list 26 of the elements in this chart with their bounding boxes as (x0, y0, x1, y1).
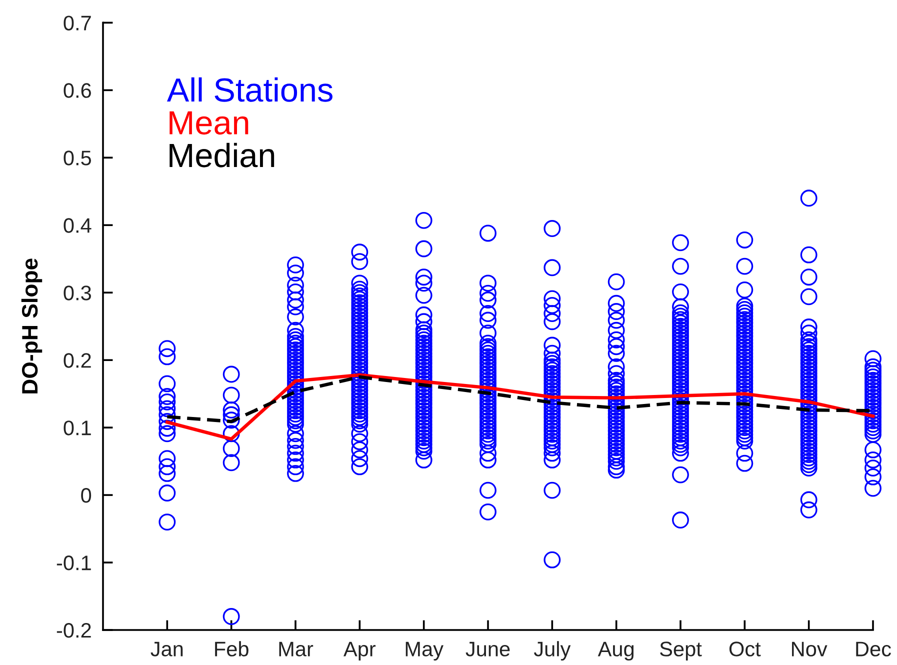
x-tick-label: Sept (660, 642, 702, 661)
y-tick-label: 0.3 (64, 286, 91, 300)
x-tick-label: Aug (598, 642, 634, 661)
x-tick-label: Apr (344, 642, 376, 661)
y-tick-label: 0.4 (64, 218, 92, 233)
x-tick-label: Nov (792, 642, 828, 656)
x-tick-label: June (466, 642, 510, 656)
text: Median (170, 142, 274, 168)
x-tick-label: Jan (150, 642, 183, 656)
y-tick-label: -0.1 (56, 556, 91, 570)
y-tick-label: 0.2 (64, 353, 91, 368)
text: All Stations (166, 77, 332, 102)
y-axis-title: DO-pH Slope (21, 258, 42, 394)
x-tick-label: Feb (215, 641, 248, 656)
x-tick-label: Oct (729, 642, 761, 656)
y-tick-label: 0 (81, 488, 92, 503)
y-tick-label: -0.2 (56, 623, 91, 638)
x-tick-label: May (406, 642, 444, 661)
y-tick-label: 0.1 (64, 420, 91, 436)
x-tick-label: July (534, 641, 571, 661)
y-tick-label: 0.6 (64, 83, 91, 98)
y-tick-label: 0.7 (64, 16, 91, 30)
x-tick-label: Mar (279, 642, 314, 656)
y-tick-label: 0.5 (64, 150, 92, 166)
text: Mean (170, 111, 248, 135)
x-tick-label: Dec (856, 642, 891, 656)
